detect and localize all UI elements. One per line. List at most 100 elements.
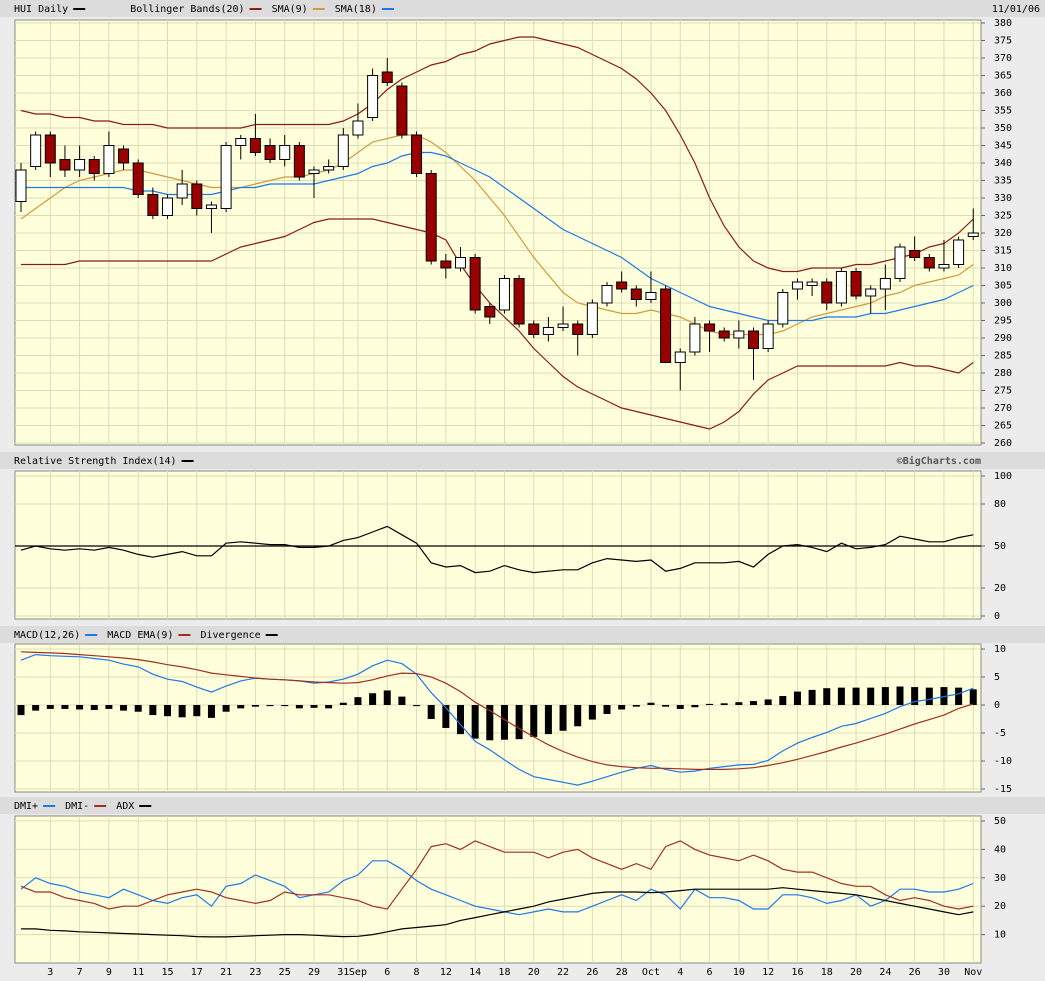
y-tick-label: 20 (994, 583, 1006, 594)
histogram-bar (808, 689, 816, 705)
panel-header (0, 797, 1045, 814)
histogram-bar (618, 705, 626, 710)
x-tick-label: 18 (498, 967, 510, 978)
x-tick-label: 7 (77, 967, 83, 978)
candle-body (601, 285, 613, 304)
candle-body (660, 288, 672, 363)
candle-body (162, 197, 173, 216)
candle-body (835, 271, 847, 304)
candle-body (381, 71, 393, 83)
candle-body (528, 323, 540, 335)
histogram-bar (442, 705, 450, 728)
candle-body (74, 159, 86, 171)
y-tick-label: 350 (994, 123, 1012, 134)
plot-area (14, 470, 982, 620)
candle-body (484, 306, 496, 318)
y-tick-label: 295 (994, 316, 1012, 327)
y-tick-label: 0 (994, 700, 1000, 711)
indicator-line (20, 860, 974, 916)
candle-body (367, 75, 379, 118)
x-tick-label: 28 (616, 967, 628, 978)
histogram-bar (969, 689, 977, 705)
x-tick-label: 12 (762, 967, 774, 978)
y-tick-label: -5 (994, 728, 1006, 739)
candle-body (748, 330, 759, 349)
y-tick-label: 80 (994, 499, 1006, 510)
candle-body (865, 288, 877, 297)
histogram-bar (911, 687, 919, 705)
candle-body (132, 162, 144, 195)
y-tick-label: 315 (994, 246, 1012, 257)
panel-header (0, 452, 1045, 469)
histogram-bar (222, 705, 230, 712)
candle-body (704, 323, 716, 332)
histogram-bar (530, 705, 538, 737)
x-tick-label: 30 (938, 967, 950, 978)
histogram-bar (90, 705, 98, 711)
legend-label: MACD(12,26) (14, 630, 80, 641)
candle-body (879, 278, 891, 290)
candle-body (806, 281, 818, 286)
candle-body (411, 134, 423, 174)
y-tick-label: 320 (994, 228, 1012, 239)
candle-body (323, 166, 335, 171)
y-tick-label: 290 (994, 333, 1012, 344)
candle-body (630, 288, 642, 300)
histogram-bar (46, 705, 54, 709)
histogram-bar (486, 705, 494, 741)
candle-body (103, 145, 115, 174)
panel-header (0, 626, 1045, 643)
x-tick-label: 25 (279, 967, 291, 978)
y-tick-label: 365 (994, 71, 1012, 82)
y-tick-label: 10 (994, 930, 1006, 941)
x-tick-label: 16 (791, 967, 803, 978)
legend-label: ADX (116, 801, 134, 812)
x-tick-label: 10 (733, 967, 745, 978)
x-tick-label: 15 (161, 967, 173, 978)
candle-body (821, 281, 833, 304)
candle-body (396, 85, 408, 136)
x-tick-label: 22 (557, 967, 569, 978)
histogram-bar (588, 705, 596, 720)
x-tick-label: 12 (440, 967, 452, 978)
histogram-bar (735, 702, 743, 705)
x-tick-label: 23 (249, 967, 261, 978)
x-tick-label: 31 (337, 967, 349, 978)
histogram-bar (413, 705, 421, 707)
y-tick-label: 325 (994, 211, 1012, 222)
histogram-bar (925, 687, 933, 705)
candle-body (850, 271, 862, 297)
y-tick-label: 265 (994, 421, 1012, 432)
y-tick-label: 340 (994, 158, 1012, 169)
candle-body (586, 302, 598, 335)
candle-body (938, 264, 950, 269)
histogram-bar (207, 705, 215, 718)
histogram-bar (32, 705, 40, 711)
histogram-bar (706, 703, 714, 705)
histogram-bar (354, 697, 362, 705)
histogram-bar (793, 691, 801, 705)
candle-body (572, 323, 584, 335)
y-tick-label: 370 (994, 53, 1012, 64)
candle-body (264, 145, 276, 160)
legend-label: SMA(18) (335, 4, 377, 15)
histogram-bar (383, 690, 391, 705)
x-tick-label: Nov (964, 967, 982, 978)
histogram-bar (603, 705, 611, 714)
y-tick-label: 50 (994, 541, 1006, 552)
candle-body (777, 292, 789, 325)
y-tick-label: 300 (994, 298, 1012, 309)
candle-body (953, 239, 965, 265)
plot-area (14, 643, 982, 793)
indicator-line (20, 653, 974, 786)
candle-body (557, 323, 569, 328)
histogram-bar (662, 705, 670, 707)
histogram-bar (398, 696, 406, 705)
histogram-bar (837, 687, 845, 705)
histogram-bar (295, 705, 303, 709)
candle-body (498, 278, 510, 311)
candle-body (469, 257, 481, 311)
y-tick-label: 310 (994, 263, 1012, 274)
y-tick-label: 50 (994, 816, 1006, 827)
